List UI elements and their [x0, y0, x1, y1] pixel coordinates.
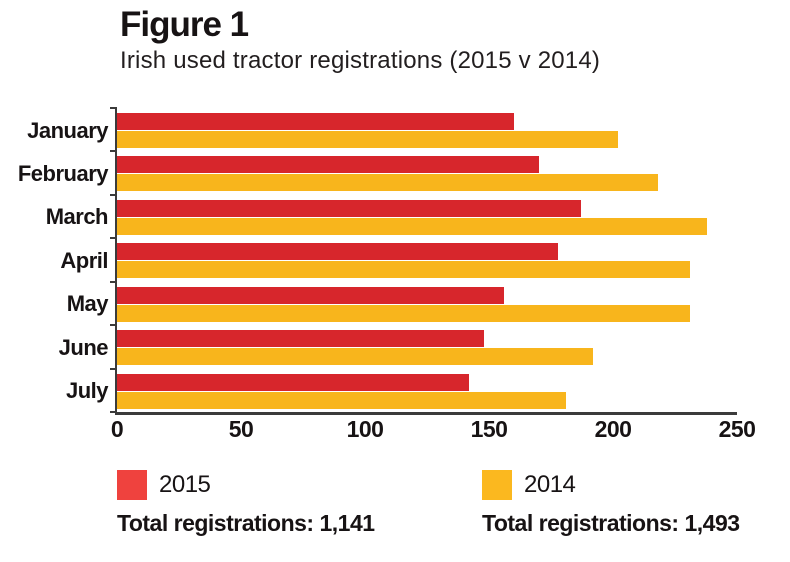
- y-axis-tick: [110, 411, 117, 413]
- bar-2014-july: [117, 391, 566, 409]
- bar-2015-june: [117, 330, 485, 348]
- category-label-march: March: [45, 204, 109, 230]
- total-registrations-2015: Total registrations: 1,141: [117, 510, 375, 536]
- y-axis-tick: [110, 367, 117, 370]
- bar-2015-may: [117, 286, 504, 304]
- x-tick-label-250: 250: [718, 416, 756, 442]
- x-tick-label-50: 50: [228, 416, 254, 442]
- bar-2014-january: [117, 131, 618, 148]
- bar-2014-june: [117, 348, 594, 366]
- category-label-january: January: [27, 117, 108, 143]
- y-axis-tick: [110, 107, 117, 109]
- figure-title: Figure 1: [120, 5, 249, 44]
- category-label-may: May: [66, 291, 109, 317]
- bar-2014-march: [117, 217, 708, 235]
- legend-2014: 2014 Total registrations: 1,493: [482, 470, 740, 535]
- legend-swatch-2014: [482, 470, 512, 500]
- bar-2015-july: [117, 373, 470, 391]
- bar-2014-april: [117, 261, 690, 279]
- bar-2015-january: [117, 113, 514, 130]
- x-tick-label-200: 200: [594, 416, 632, 442]
- legend-label-2015: 2015: [159, 471, 211, 498]
- bar-2015-april: [117, 243, 559, 261]
- category-label-june: June: [58, 334, 109, 360]
- bar-2015-february: [117, 156, 539, 174]
- x-tick-label-0: 0: [110, 416, 124, 442]
- bar-2015-march: [117, 199, 581, 217]
- x-tick-label-100: 100: [346, 416, 384, 442]
- category-label-april: April: [60, 247, 108, 273]
- legend-swatch-2015: [117, 470, 147, 500]
- bar-2014-february: [117, 174, 658, 192]
- legend-2015: 2015 Total registrations: 1,141: [117, 470, 375, 535]
- figure-subtitle: Irish used tractor registrations (2015 v…: [120, 47, 601, 74]
- y-axis-tick: [110, 280, 117, 283]
- y-axis-tick: [110, 237, 117, 240]
- x-tick-label-150: 150: [470, 416, 508, 442]
- y-axis-tick: [110, 324, 117, 327]
- y-axis-tick: [110, 150, 117, 153]
- legend-label-2014: 2014: [524, 471, 576, 498]
- category-label-july: July: [65, 378, 109, 404]
- plot-area: [110, 107, 737, 415]
- total-registrations-2014: Total registrations: 1,493: [482, 510, 740, 536]
- bar-2014-may: [117, 304, 690, 322]
- category-label-february: February: [17, 160, 109, 186]
- y-axis-tick: [110, 193, 117, 196]
